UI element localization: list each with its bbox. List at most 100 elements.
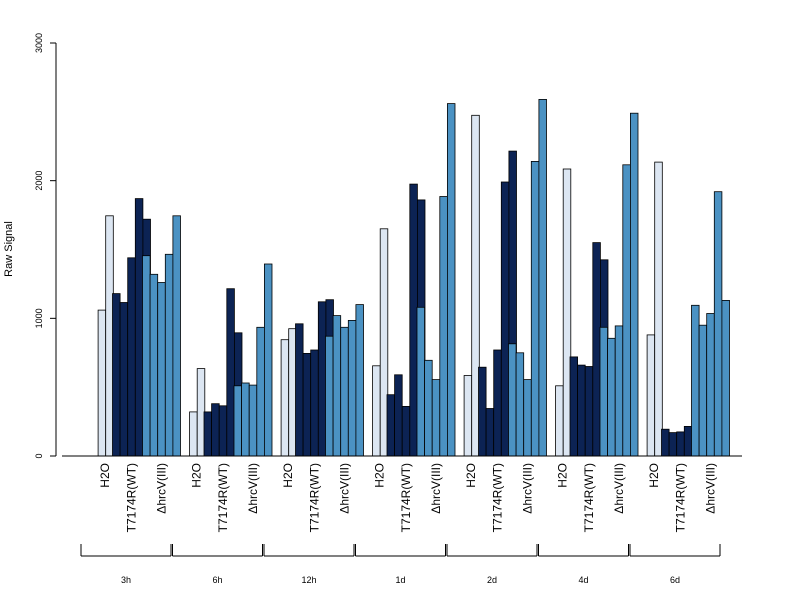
- bar: [310, 349, 319, 457]
- time-label: 12h: [301, 575, 316, 585]
- time-label: 6h: [212, 575, 222, 585]
- y-tick-label: 3000: [34, 33, 44, 53]
- subgroup-label: H2O: [464, 463, 478, 488]
- bar: [508, 343, 517, 457]
- bar: [416, 306, 425, 457]
- bar: [668, 432, 678, 457]
- bar: [431, 379, 441, 457]
- bar: [538, 99, 547, 457]
- subgroup-label: H2O: [372, 463, 386, 488]
- bar: [691, 304, 700, 457]
- bar: [347, 319, 357, 457]
- bar: [683, 425, 693, 457]
- bar: [332, 315, 342, 457]
- subgroup-label: ΔhrcV(III): [338, 463, 352, 514]
- bar: [592, 242, 601, 457]
- bar: [119, 302, 129, 457]
- time-label: 6d: [670, 575, 680, 585]
- bar: [646, 334, 656, 457]
- bar: [721, 299, 730, 457]
- bar: [372, 365, 381, 457]
- bar: [661, 428, 670, 457]
- bar: [569, 356, 578, 457]
- bar: [706, 313, 715, 457]
- bar: [485, 408, 495, 457]
- subgroup-label: H2O: [281, 463, 295, 488]
- bar: [233, 385, 242, 457]
- subgroup-label: H2O: [647, 463, 661, 488]
- y-tick-label: 2000: [34, 171, 44, 191]
- bar: [439, 196, 448, 457]
- time-label: 4d: [578, 575, 588, 585]
- bar: [325, 335, 334, 457]
- bar: [295, 323, 304, 457]
- subgroup-label: ΔhrcV(III): [246, 463, 260, 514]
- bar: [280, 339, 290, 457]
- bar: [630, 112, 639, 457]
- subgroup-label: H2O: [555, 463, 569, 488]
- bar: [142, 255, 151, 457]
- bar: [256, 326, 265, 457]
- bar: [172, 215, 181, 457]
- subgroup-label: ΔhrcV(III): [155, 463, 169, 514]
- subgroup-label: ΔhrcV(III): [612, 463, 626, 514]
- subgroup-label: T7174R(WT): [308, 463, 322, 532]
- time-brackets: 3h 6h 12h 1d 2d 4d 6d: [80, 544, 721, 585]
- bar: [127, 257, 136, 457]
- subgroup-label: ΔhrcV(III): [521, 463, 535, 514]
- bar: [478, 366, 487, 457]
- bar: [446, 103, 456, 457]
- subgroup-label: T7174R(WT): [399, 463, 413, 532]
- bar: [515, 352, 525, 457]
- bar: [112, 293, 121, 457]
- bar: [523, 379, 532, 457]
- y-axis-title: Raw Signal: [3, 221, 15, 277]
- bar: [302, 352, 312, 457]
- bar: [394, 374, 403, 457]
- bar: [317, 301, 327, 457]
- bar: [654, 161, 663, 457]
- bar: [241, 382, 250, 457]
- bar: [584, 366, 594, 457]
- time-label: 2d: [487, 575, 497, 585]
- bar: [607, 337, 616, 457]
- subgroup-label: T7174R(WT): [216, 463, 230, 532]
- subgroup-label: H2O: [189, 463, 203, 488]
- bar: [409, 183, 418, 457]
- bar: [676, 431, 685, 457]
- bar: [203, 411, 212, 457]
- bar: [211, 403, 220, 457]
- subgroup-label: T7174R(WT): [125, 463, 139, 532]
- time-label: 3h: [121, 575, 131, 585]
- bar: [493, 349, 502, 457]
- bars-layer: [97, 99, 730, 457]
- bar: [530, 160, 540, 457]
- subgroup-label: ΔhrcV(III): [704, 463, 718, 514]
- bar: [577, 364, 586, 457]
- bar: [263, 263, 273, 457]
- bar: [248, 384, 258, 457]
- bar: [713, 191, 723, 457]
- bar: [401, 405, 411, 457]
- bar: [157, 282, 166, 457]
- bar: [424, 359, 433, 457]
- subgroup-label: T7174R(WT): [491, 463, 505, 532]
- bar: [226, 288, 235, 457]
- bar: [134, 198, 144, 457]
- bar: [698, 324, 708, 457]
- bar: [500, 181, 510, 457]
- subgroup-label: ΔhrcV(III): [429, 463, 443, 514]
- bar: [189, 411, 198, 457]
- bar: [97, 309, 107, 457]
- bar: [599, 326, 608, 457]
- subgroup-label: T7174R(WT): [582, 463, 596, 532]
- bar: [614, 325, 624, 457]
- y-tick-label: 1000: [34, 308, 44, 328]
- bar: [218, 405, 228, 457]
- axes-layer: [55, 43, 742, 457]
- subgroup-label: H2O: [98, 463, 112, 488]
- subgroup-label: T7174R(WT): [674, 463, 688, 532]
- bar: [355, 304, 364, 457]
